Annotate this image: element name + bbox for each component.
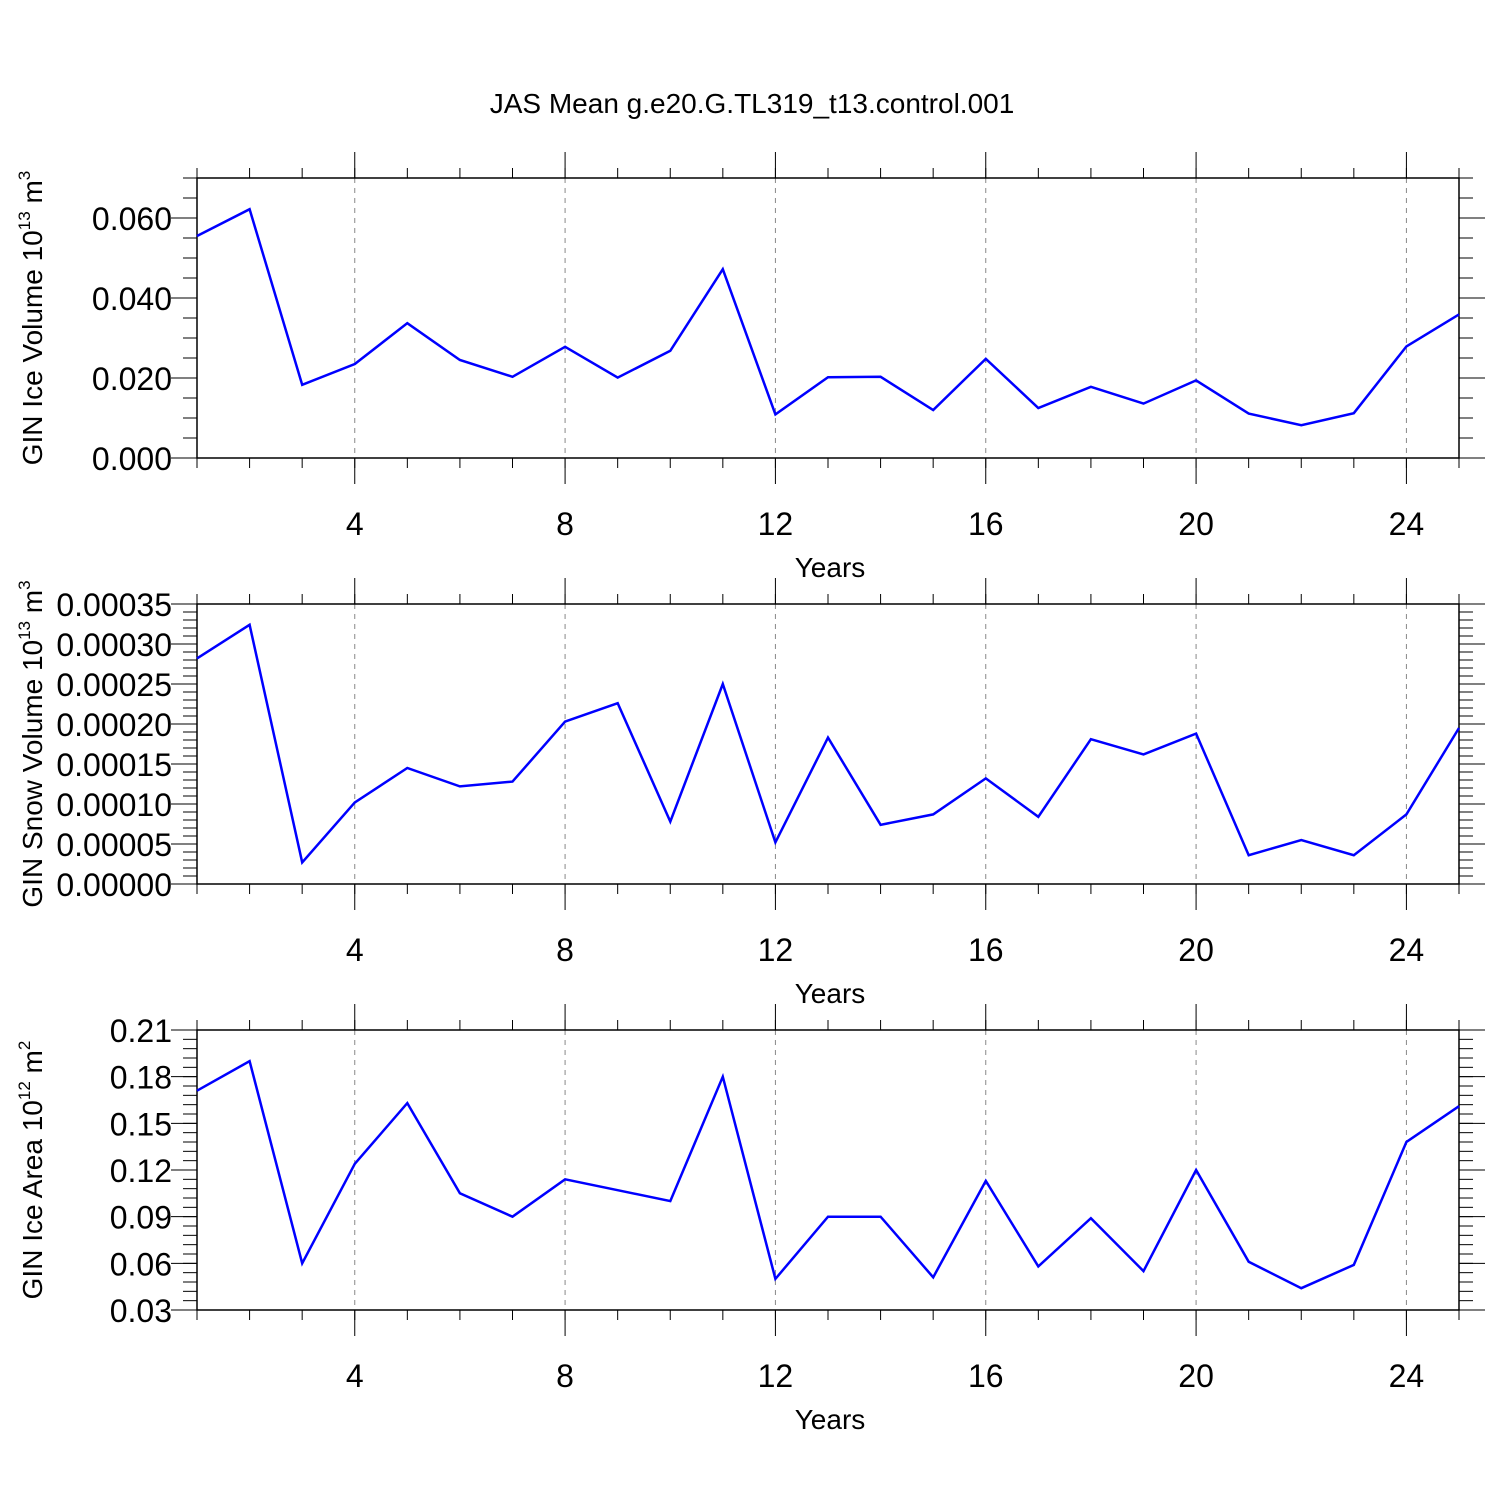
x-tick-label: 12 (758, 1358, 794, 1394)
series-line (196, 1059, 1460, 1290)
x-tick-label: 12 (758, 932, 794, 968)
x-tick-label: 20 (1178, 1358, 1214, 1394)
y-tick-label: 0.00035 (56, 587, 172, 623)
x-tick-label: 8 (556, 932, 574, 968)
chart-panel-1: 4 8 12 16 20 24 0.000 0.020 0.040 0.060 Years GIN I… (15, 152, 1485, 583)
x-tick-label: 4 (346, 1358, 364, 1394)
y-tick-label: 0.020 (92, 361, 172, 397)
x-tick-label: 16 (968, 1358, 1004, 1394)
x-tick-label: 4 (346, 506, 364, 542)
y-tick-label: 0.000 (92, 441, 172, 477)
y-tick-label: 0.00000 (56, 867, 172, 903)
series-line (196, 207, 1460, 427)
x-tick-label: 4 (346, 932, 364, 968)
series-line (196, 622, 1461, 866)
y-tick-label: 0.18 (110, 1060, 172, 1096)
y-tick-label: 0.00020 (56, 707, 172, 743)
y-tick-label: 0.06 (110, 1246, 172, 1282)
x-tick-label: 20 (1178, 932, 1214, 968)
x-tick-label: 8 (556, 506, 574, 542)
chart-panel-3: 4 8 12 16 20 24 0.03 0.06 0.09 0.12 0.15 0.18 0.21 Ye… (15, 1004, 1485, 1435)
y-tick-label: 0.040 (92, 281, 172, 317)
plot-frame (196, 603, 1460, 885)
y-tick-label: 0.15 (110, 1106, 172, 1142)
x-tick-label: 24 (1389, 932, 1425, 968)
y-tick-label: 0.03 (110, 1293, 172, 1329)
x-axis-label: Years (795, 552, 866, 583)
y-tick-label: 0.12 (110, 1153, 172, 1189)
y-axis-label: GIN Ice Volume 1013 m3 (15, 171, 48, 466)
y-axis-label: GIN Snow Volume 1013 m3 (15, 580, 48, 907)
x-tick-label: 16 (968, 506, 1004, 542)
x-axis-label: Years (795, 1404, 866, 1435)
x-tick-label: 24 (1389, 506, 1425, 542)
y-tick-label: 0.09 (110, 1200, 172, 1236)
x-tick-label: 16 (968, 932, 1004, 968)
x-tick-label: 24 (1389, 1358, 1425, 1394)
x-tick-label: 8 (556, 1358, 574, 1394)
y-tick-label: 0.00010 (56, 787, 172, 823)
y-tick-label: 0.060 (92, 201, 172, 237)
x-axis-label: Years (795, 978, 866, 1009)
plot-frame (196, 1029, 1460, 1311)
y-tick-label: 0.00025 (56, 667, 172, 703)
plot-frame (196, 177, 1460, 459)
x-tick-label: 20 (1178, 506, 1214, 542)
y-axis-label: GIN Ice Area 1012 m2 (15, 1041, 48, 1300)
chart-panel-2: 4 8 12 16 20 24 0.00000 0.00005 0.00010 0.00015 0.… (15, 578, 1485, 1009)
x-tick-label: 12 (758, 506, 794, 542)
y-tick-label: 0.00005 (56, 827, 172, 863)
y-tick-label: 0.00030 (56, 627, 172, 663)
chart-title: JAS Mean g.e20.G.TL319_t13.control.001 (490, 88, 1015, 119)
y-tick-label: 0.21 (110, 1013, 172, 1049)
panels: 4 8 12 16 20 24 0.000 0.020 0.040 0.060 Years GIN I… (15, 152, 1485, 1435)
y-tick-label: 0.00015 (56, 747, 172, 783)
